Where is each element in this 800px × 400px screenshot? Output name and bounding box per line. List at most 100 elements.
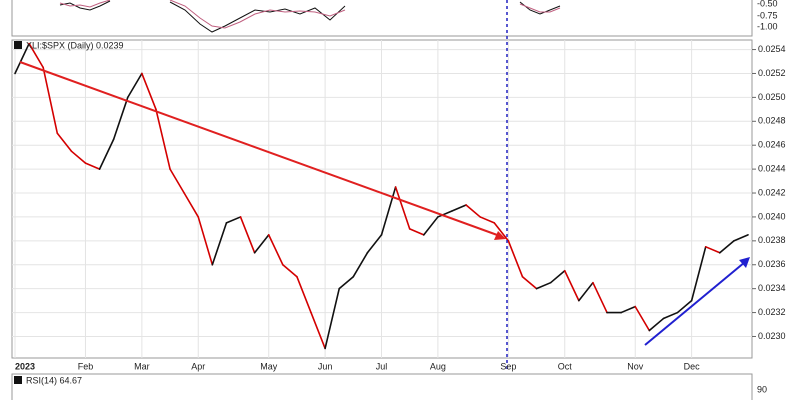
- x-tick-label: Dec: [684, 361, 701, 371]
- line-segment: [676, 299, 693, 314]
- legend-swatch: [14, 41, 22, 49]
- line-segment: [380, 186, 397, 236]
- top-panel-signal: [519, 3, 561, 13]
- line-segment: [465, 204, 481, 218]
- x-tick-label: May: [260, 361, 278, 371]
- rsi-panel: [11, 373, 753, 400]
- line-segment: [239, 216, 256, 254]
- y-tick-label: 0.0234: [758, 283, 786, 293]
- line-segment: [648, 317, 665, 332]
- rsi-label: RSI(14) 64.67: [26, 375, 82, 385]
- top-panel-line: [519, 1, 561, 15]
- top-panel-line: [169, 1, 346, 33]
- x-tick-label: Jun: [318, 361, 333, 371]
- line-segment: [422, 216, 439, 236]
- top-panel-signal: [59, 0, 111, 8]
- line-segment: [521, 275, 538, 290]
- trend-arrow: [494, 231, 506, 240]
- y-tick-label: 0.0244: [758, 163, 786, 173]
- line-segment: [70, 150, 87, 164]
- x-tick-label: Mar: [134, 361, 150, 371]
- line-segment: [126, 72, 143, 99]
- line-segment: [451, 204, 467, 212]
- line-segment: [56, 132, 73, 152]
- line-segment: [155, 108, 171, 170]
- line-segment: [14, 42, 30, 75]
- line-segment: [197, 216, 214, 266]
- line-segment: [338, 275, 355, 290]
- line-segment: [690, 246, 707, 302]
- y-tick-label: 0.0236: [758, 259, 786, 269]
- line-segment: [493, 222, 510, 242]
- line-segment: [225, 216, 242, 224]
- top-panel-line: [59, 0, 111, 11]
- y-tick-label: 0.0240: [758, 211, 786, 221]
- x-tick-label: Nov: [627, 361, 644, 371]
- line-segment: [549, 269, 566, 284]
- chart-title: XLI:$SPX (Daily) 0.0239: [26, 40, 124, 50]
- line-segment: [366, 234, 383, 254]
- rsi-tick-label: 90: [757, 384, 767, 394]
- y-tick-label: 0.0248: [758, 116, 786, 126]
- line-segment: [84, 162, 101, 170]
- line-segment: [479, 216, 496, 224]
- x-tick-label: Sep: [500, 361, 516, 371]
- line-segment: [324, 287, 341, 350]
- x-tick-label: Oct: [558, 361, 573, 371]
- top-tick-label: -0.75: [757, 10, 778, 20]
- x-tick-label: Feb: [78, 361, 94, 371]
- line-segment: [282, 263, 298, 278]
- line-segment: [437, 210, 453, 218]
- line-segment: [719, 240, 735, 254]
- line-segment: [98, 138, 115, 170]
- line-segment: [28, 42, 44, 69]
- x-tick-label: Aug: [430, 361, 446, 371]
- line-segment: [169, 168, 185, 194]
- line-segment: [211, 222, 228, 266]
- y-tick-label: 0.0252: [758, 68, 786, 78]
- line-segment: [662, 311, 679, 320]
- line-segment: [310, 311, 326, 350]
- line-segment: [296, 275, 312, 314]
- legend-swatch: [14, 376, 22, 384]
- line-segment: [592, 281, 608, 314]
- marks: [14, 42, 749, 350]
- x-tick-label: Apr: [191, 361, 205, 371]
- line-segment: [620, 305, 637, 314]
- line-segment: [253, 234, 270, 254]
- grid: [12, 40, 752, 358]
- y-tick-label: 0.0238: [758, 235, 786, 245]
- line-segment: [507, 240, 524, 278]
- line-segment: [733, 234, 749, 242]
- top-tick-label: -1.00: [757, 21, 778, 31]
- top-panel: [11, 0, 753, 37]
- top-tick-label: -0.50: [757, 0, 778, 8]
- y-tick-label: 0.0254: [758, 44, 786, 54]
- line-segment: [634, 305, 651, 332]
- line-segment: [394, 186, 411, 230]
- trend-arrow: [739, 257, 750, 268]
- line-segment: [183, 192, 200, 218]
- line-segment: [112, 96, 129, 141]
- trend-line: [644, 261, 746, 346]
- line-segment: [535, 281, 552, 290]
- trend-line: [19, 61, 501, 237]
- y-tick-label: 0.0230: [758, 331, 786, 341]
- line-segment: [267, 234, 284, 266]
- line-segment: [704, 246, 721, 254]
- y-tick-label: 0.0232: [758, 307, 786, 317]
- line-segment: [563, 269, 580, 302]
- line-segment: [141, 72, 157, 111]
- line-segment: [578, 281, 594, 302]
- y-tick-label: 0.0242: [758, 187, 786, 197]
- line-segment: [352, 251, 369, 278]
- line-segment: [42, 66, 59, 135]
- y-tick-label: 0.0250: [758, 92, 786, 102]
- x-tick-label: Jul: [376, 361, 388, 371]
- x-tick-label: 2023: [15, 361, 35, 371]
- line-segment: [408, 228, 425, 236]
- y-tick-label: 0.0246: [758, 140, 786, 150]
- top-panel-signal: [169, 0, 346, 29]
